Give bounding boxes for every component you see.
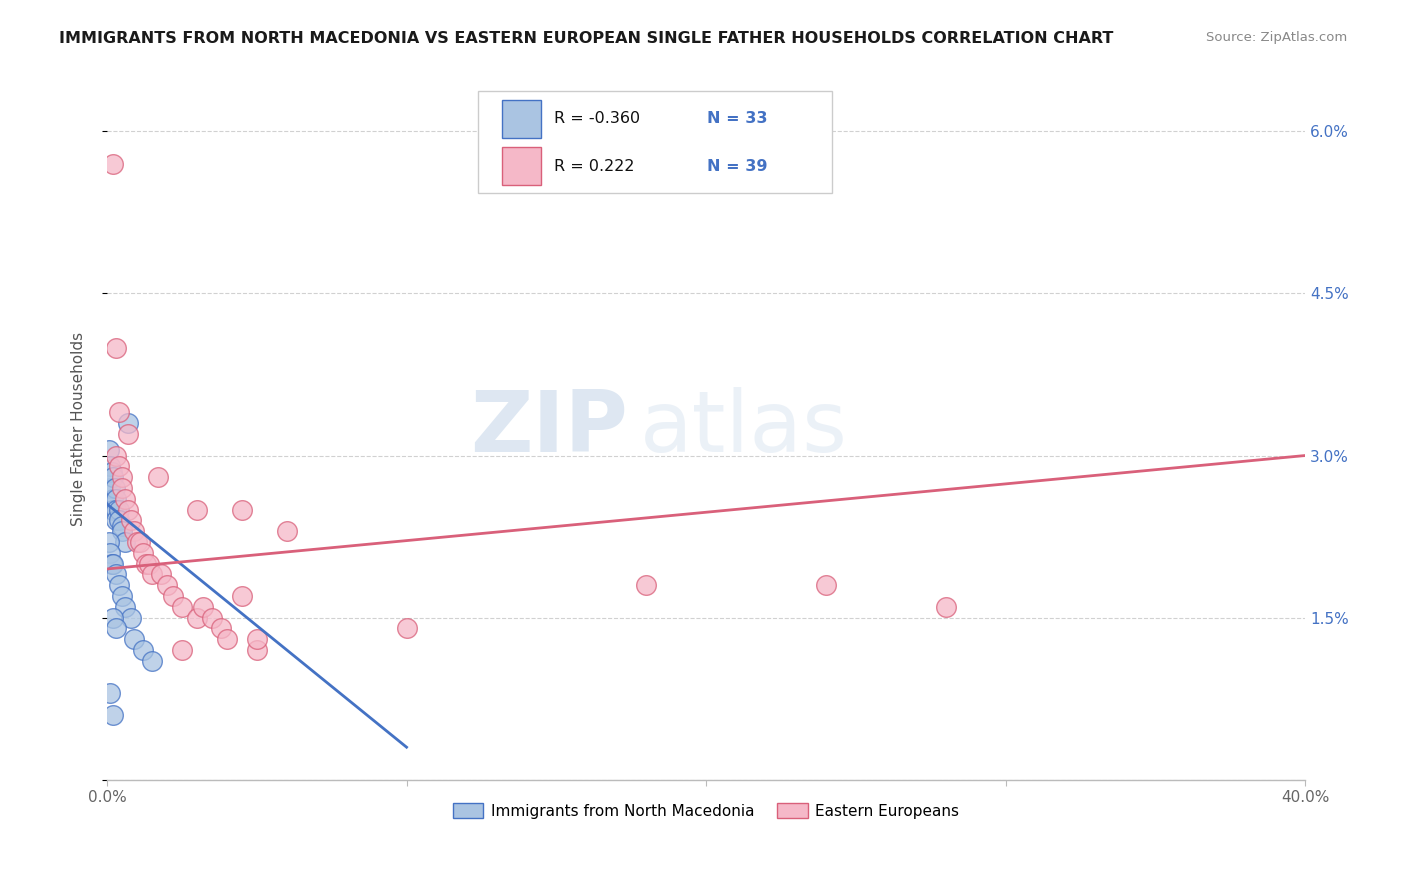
Point — [246, 643, 269, 657]
Point — [101, 707, 124, 722]
Point — [111, 518, 134, 533]
Point — [98, 481, 121, 495]
Text: R = -0.360: R = -0.360 — [554, 112, 640, 126]
Point — [105, 502, 128, 516]
Point — [122, 632, 145, 647]
Point — [108, 502, 131, 516]
Point — [186, 502, 208, 516]
Point — [111, 470, 134, 484]
Point — [101, 502, 124, 516]
Point — [111, 589, 134, 603]
Point — [162, 589, 184, 603]
Point — [100, 557, 122, 571]
Point — [191, 599, 214, 614]
Point — [117, 416, 139, 430]
Point — [170, 599, 193, 614]
Point — [814, 578, 837, 592]
Point — [135, 557, 157, 571]
Point — [111, 524, 134, 538]
Point — [98, 686, 121, 700]
Point — [103, 481, 125, 495]
Point — [97, 535, 120, 549]
Point — [186, 610, 208, 624]
Point — [395, 621, 418, 635]
Point — [101, 491, 124, 506]
Point — [129, 535, 152, 549]
Point — [101, 470, 124, 484]
Point — [636, 578, 658, 592]
Point — [138, 557, 160, 571]
Point — [246, 632, 269, 647]
Point — [209, 621, 232, 635]
FancyBboxPatch shape — [502, 100, 541, 137]
Point — [105, 491, 128, 506]
FancyBboxPatch shape — [502, 147, 541, 185]
Point — [117, 426, 139, 441]
Point — [108, 459, 131, 474]
Point — [170, 643, 193, 657]
Point — [108, 578, 131, 592]
Point — [114, 599, 136, 614]
Text: IMMIGRANTS FROM NORTH MACEDONIA VS EASTERN EUROPEAN SINGLE FATHER HOUSEHOLDS COR: IMMIGRANTS FROM NORTH MACEDONIA VS EASTE… — [59, 31, 1114, 46]
Point — [98, 546, 121, 560]
Point — [105, 567, 128, 582]
Point — [231, 589, 253, 603]
Point — [111, 481, 134, 495]
Point — [105, 449, 128, 463]
Text: R = 0.222: R = 0.222 — [554, 159, 634, 174]
Point — [120, 513, 142, 527]
Point — [231, 502, 253, 516]
Point — [141, 567, 163, 582]
Point — [125, 535, 148, 549]
Point — [117, 502, 139, 516]
Point — [105, 513, 128, 527]
Y-axis label: Single Father Households: Single Father Households — [72, 332, 86, 525]
Text: atlas: atlas — [640, 387, 848, 470]
Point — [101, 557, 124, 571]
Point — [122, 524, 145, 538]
Point — [105, 621, 128, 635]
Point — [100, 465, 122, 479]
Point — [114, 535, 136, 549]
Point — [101, 610, 124, 624]
Point — [114, 491, 136, 506]
Point — [98, 459, 121, 474]
Point — [146, 470, 169, 484]
Point — [156, 578, 179, 592]
FancyBboxPatch shape — [478, 92, 832, 194]
Point — [97, 443, 120, 458]
Point — [108, 513, 131, 527]
Text: ZIP: ZIP — [471, 387, 628, 470]
Text: Source: ZipAtlas.com: Source: ZipAtlas.com — [1206, 31, 1347, 45]
Point — [149, 567, 172, 582]
Point — [141, 654, 163, 668]
Point — [132, 546, 155, 560]
Point — [132, 643, 155, 657]
Point — [276, 524, 298, 538]
Point — [120, 610, 142, 624]
Text: N = 39: N = 39 — [707, 159, 768, 174]
Text: N = 33: N = 33 — [707, 112, 768, 126]
Point — [101, 157, 124, 171]
Point — [108, 405, 131, 419]
Point — [935, 599, 957, 614]
Point — [105, 341, 128, 355]
Point — [201, 610, 224, 624]
Point — [215, 632, 238, 647]
Legend: Immigrants from North Macedonia, Eastern Europeans: Immigrants from North Macedonia, Eastern… — [447, 797, 966, 824]
